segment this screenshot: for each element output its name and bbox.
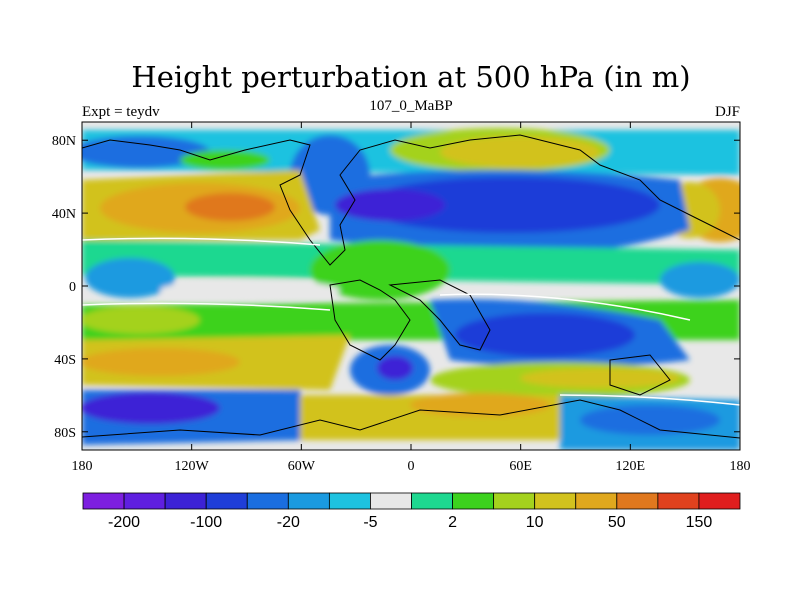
colorbar-swatch bbox=[246, 492, 289, 510]
experiment-label: Expt = teydv bbox=[82, 104, 160, 120]
x-tick-label: 60W bbox=[288, 459, 316, 474]
colorbar-swatch bbox=[616, 492, 659, 510]
axes: 180 120W 60W 0 60E 120E 180 80N 40N 0 40S 80S bbox=[52, 122, 751, 474]
y-tick-label: 40N bbox=[52, 207, 76, 222]
y-tick-label: 80S bbox=[54, 426, 76, 441]
x-tick-label: 180 bbox=[730, 459, 751, 474]
colorbar-swatch bbox=[123, 492, 166, 510]
x-tick-label: 180 bbox=[72, 459, 93, 474]
colorbar-label: 10 bbox=[526, 514, 544, 531]
chart-title: Height perturbation at 500 hPa (in m) bbox=[131, 60, 691, 94]
colorbar-swatch bbox=[287, 492, 330, 510]
colorbar-swatch bbox=[493, 492, 536, 510]
x-tick-label: 120E bbox=[616, 459, 646, 474]
x-tick-label: 60E bbox=[509, 459, 532, 474]
colorbar-swatch bbox=[328, 492, 371, 510]
y-tick-label: 40S bbox=[54, 353, 76, 368]
colorbar-swatch bbox=[164, 492, 207, 510]
colorbar: -200 -100 -20 -5 2 10 50 150 bbox=[82, 492, 741, 531]
colorbar-label: 2 bbox=[448, 514, 457, 531]
y-tick-label: 80N bbox=[52, 134, 76, 149]
colorbar-label: -100 bbox=[190, 514, 222, 531]
colorbar-label: -20 bbox=[277, 514, 300, 531]
colorbar-label: 150 bbox=[686, 514, 713, 531]
season-label: DJF bbox=[714, 104, 740, 120]
colorbar-label: -5 bbox=[363, 514, 377, 531]
colorbar-label: 50 bbox=[608, 514, 626, 531]
colorbar-swatch bbox=[411, 492, 453, 510]
y-tick-label: 0 bbox=[69, 280, 76, 295]
subtitle-label: 107_0_MaBP bbox=[369, 98, 453, 114]
colorbar-swatch bbox=[370, 492, 412, 510]
colorbar-swatch bbox=[534, 492, 577, 510]
colorbar-label: -200 bbox=[108, 514, 140, 531]
colorbar-swatch bbox=[205, 492, 248, 510]
colorbar-swatch bbox=[575, 492, 618, 510]
contour-field bbox=[82, 122, 740, 450]
x-tick-label: 0 bbox=[408, 459, 415, 474]
colorbar-swatch bbox=[698, 492, 741, 510]
colorbar-swatch bbox=[452, 492, 495, 510]
x-tick-label: 120W bbox=[175, 459, 210, 474]
colorbar-swatch bbox=[82, 492, 125, 510]
colorbar-swatch bbox=[657, 492, 700, 510]
